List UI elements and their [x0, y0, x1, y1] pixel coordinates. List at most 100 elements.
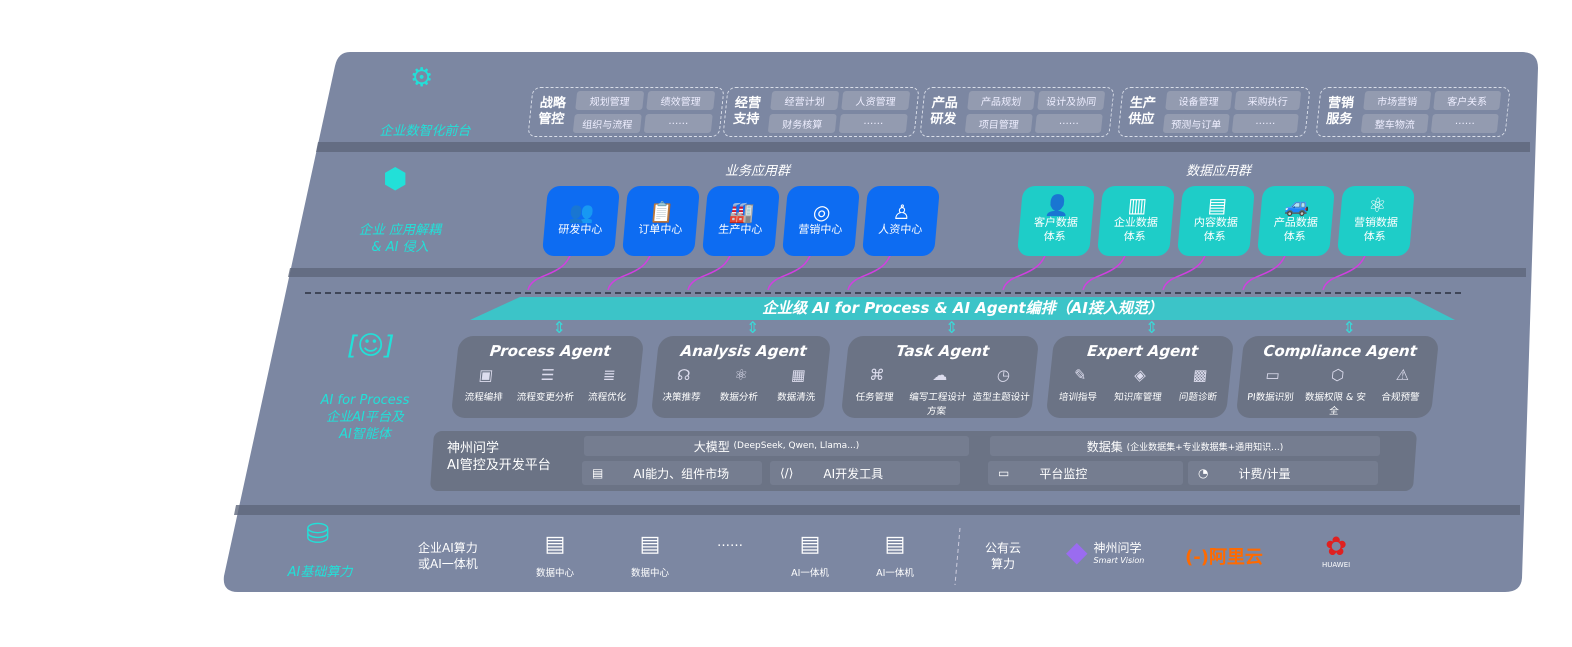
car-icon: 🚙: [1283, 193, 1311, 217]
data-app-card[interactable]: 🚙 产品数据体系: [1256, 186, 1336, 256]
data-app-card[interactable]: 👤 客户数据体系: [1016, 186, 1096, 256]
list-icon: ☰: [540, 366, 556, 384]
group-item[interactable]: ……: [643, 114, 713, 133]
shield-icon: ⬡: [1330, 366, 1346, 384]
agent-card[interactable]: Expert Agent ✎ 培训指导 ◈ 知识库管理 ▩ 问题诊断: [1045, 336, 1235, 418]
agent-capability[interactable]: ⚠ 合规预警: [1366, 366, 1436, 417]
group-item[interactable]: 设备管理: [1165, 91, 1233, 110]
agent-card[interactable]: Analysis Agent ☊ 决策推荐 ⚛ 数据分析 ▦ 数据清洗: [650, 336, 832, 418]
market-icon: ▤: [592, 466, 604, 480]
agent-capability[interactable]: ▭ PI数据识别: [1236, 366, 1306, 417]
agent-capability[interactable]: ⬡ 数据权限 & 安全: [1301, 366, 1371, 417]
capability-label: 编写工程设计方案: [908, 392, 967, 417]
agent-capability[interactable]: ⚛ 数据分析: [710, 366, 771, 403]
clean-icon: ▦: [790, 366, 807, 384]
group-item[interactable]: ……: [1034, 114, 1103, 133]
agent-capability[interactable]: ▦ 数据清洗: [767, 366, 828, 403]
group-item[interactable]: ……: [1231, 114, 1299, 133]
data-app-card[interactable]: ▤ 内容数据体系: [1176, 186, 1256, 256]
group-item[interactable]: 经营计划: [770, 91, 840, 110]
agent-capability[interactable]: ≣ 流程优化: [576, 366, 641, 403]
teach-icon: ✎: [1072, 366, 1088, 384]
group-item[interactable]: ……: [838, 114, 908, 133]
llm-row: 大模型 (DeepSeek, Qwen, Llama...): [584, 436, 969, 456]
dataset-row: 数据集 (企业数据集+专业数据集+通用知识...): [990, 436, 1380, 456]
agent-name: Compliance Agent: [1262, 342, 1418, 360]
agent-capability[interactable]: ▩ 问题诊断: [1168, 366, 1231, 403]
app-layer-label: 企业 应用解耦 & AI 侵入: [340, 222, 460, 256]
platform-tool[interactable]: ◔ 计费/计量: [1188, 461, 1378, 485]
front-group: 经营支持 经营计划 人资管理 财务核算……: [722, 87, 920, 137]
group-item[interactable]: ……: [1430, 114, 1499, 133]
business-app-card[interactable]: 📋 订单中心: [621, 186, 701, 256]
card-label: 企业数据体系: [1113, 216, 1159, 243]
agent-card[interactable]: Task Agent ⌘ 任务管理 ☁ 编写工程设计方案 ◷ 造型主题设计: [840, 336, 1040, 418]
node-label: 数据中心: [535, 568, 574, 579]
group-item[interactable]: 市场营销: [1363, 91, 1432, 110]
private-compute-label: 企业AI算力 或AI一体机: [418, 540, 478, 572]
agent-name: Expert Agent: [1086, 342, 1200, 360]
group-item[interactable]: 绩效管理: [646, 91, 716, 110]
agent-capability[interactable]: ⌘ 任务管理: [841, 366, 909, 417]
business-app-card[interactable]: ◎ 营销中心: [781, 186, 861, 256]
front-group: 生产供应 设备管理 采购执行 预测与订单……: [1117, 87, 1311, 137]
network-icon: ⌘: [868, 366, 886, 384]
group-item[interactable]: 财务核算: [767, 114, 837, 133]
business-app-card[interactable]: 🏭 生产中心: [701, 186, 781, 256]
business-app-card[interactable]: 👥 研发中心: [541, 186, 621, 256]
vendor-sub: Smart Vision: [1093, 555, 1145, 565]
agent-capability[interactable]: ✎ 培训指导: [1048, 366, 1111, 403]
brain-icon: ⚙: [410, 63, 434, 93]
dataset-label: 数据集: [1086, 439, 1123, 454]
agent-capability[interactable]: ▣ 流程编排: [453, 366, 518, 403]
group-item[interactable]: 设计及协同: [1037, 91, 1106, 110]
group-title: 经营支持: [732, 96, 762, 127]
data-apps-title: 数据应用群: [1186, 164, 1252, 179]
capability-label: 任务管理: [854, 392, 895, 403]
agent-capability[interactable]: ◷ 造型主题设计: [968, 366, 1036, 417]
agent-capability[interactable]: ◈ 知识库管理: [1108, 366, 1171, 403]
capability-label: 流程编排: [464, 392, 504, 403]
business-app-card[interactable]: ♙ 人资中心: [861, 186, 941, 256]
label-line: 算力: [991, 557, 1016, 571]
group-item[interactable]: 组织与流程: [572, 114, 642, 133]
group-item[interactable]: 采购执行: [1234, 91, 1302, 110]
agent-card[interactable]: Compliance Agent ▭ PI数据识别 ⬡ 数据权限 & 安全 ⚠ 合规预警: [1235, 336, 1440, 418]
id-icon: ▭: [1264, 366, 1281, 384]
group-item[interactable]: 整车物流: [1360, 114, 1429, 133]
group-item[interactable]: 项目管理: [964, 114, 1033, 133]
capability-label: 数据分析: [719, 392, 759, 403]
bidirectional-arrow-icon: ⇕: [945, 318, 959, 337]
llm-note: (DeepSeek, Qwen, Llama...): [733, 441, 860, 451]
group-title: 产品研发: [929, 96, 959, 127]
node-label: AI一体机: [791, 568, 829, 579]
group-item[interactable]: 产品规划: [967, 91, 1036, 110]
agent-capability[interactable]: ☊ 决策推荐: [653, 366, 714, 403]
atom-icon: ⚛: [1367, 193, 1388, 217]
group-title: 生产供应: [1127, 96, 1157, 127]
group-item[interactable]: 规划管理: [575, 91, 645, 110]
group-item[interactable]: 客户关系: [1433, 91, 1502, 110]
agent-card[interactable]: Process Agent ▣ 流程编排 ☰ 流程变更分析 ≣ 流程优化: [450, 336, 645, 418]
atom-icon: ⚛: [733, 366, 749, 384]
agent-capability[interactable]: ☁ 编写工程设计方案: [904, 366, 972, 417]
tool-label: AI能力、组件市场: [633, 466, 730, 481]
capability-label: 知识库管理: [1113, 392, 1163, 403]
agent-capability[interactable]: ☰ 流程变更分析: [514, 366, 579, 403]
server-icon: ▤: [799, 532, 821, 557]
group-item[interactable]: 预测与订单: [1162, 114, 1230, 133]
data-app-card[interactable]: ⚛ 营销数据体系: [1336, 186, 1416, 256]
data-app-card[interactable]: ▥ 企业数据体系: [1096, 186, 1176, 256]
platform-tool[interactable]: ▤ AI能力、组件市场: [582, 461, 762, 485]
platform-tool[interactable]: ⟨/⟩ AI开发工具: [770, 461, 960, 485]
bidirectional-arrow-icon: ⇕: [552, 318, 566, 337]
front-group: 营销服务 市场营销 客户关系 整车物流……: [1315, 87, 1511, 137]
vendor-huawei: ✿ HUAWEI: [1322, 533, 1350, 569]
ellipsis: ……: [717, 535, 743, 550]
infra-label: AI基础算力: [287, 565, 353, 580]
platform-tool[interactable]: ▭ 平台监控: [988, 461, 1183, 485]
group-item[interactable]: 人资管理: [841, 91, 911, 110]
card-label: 营销中心: [797, 223, 843, 236]
layers-icon: ◈: [1133, 366, 1147, 384]
capability-label: 流程变更分析: [516, 392, 575, 403]
